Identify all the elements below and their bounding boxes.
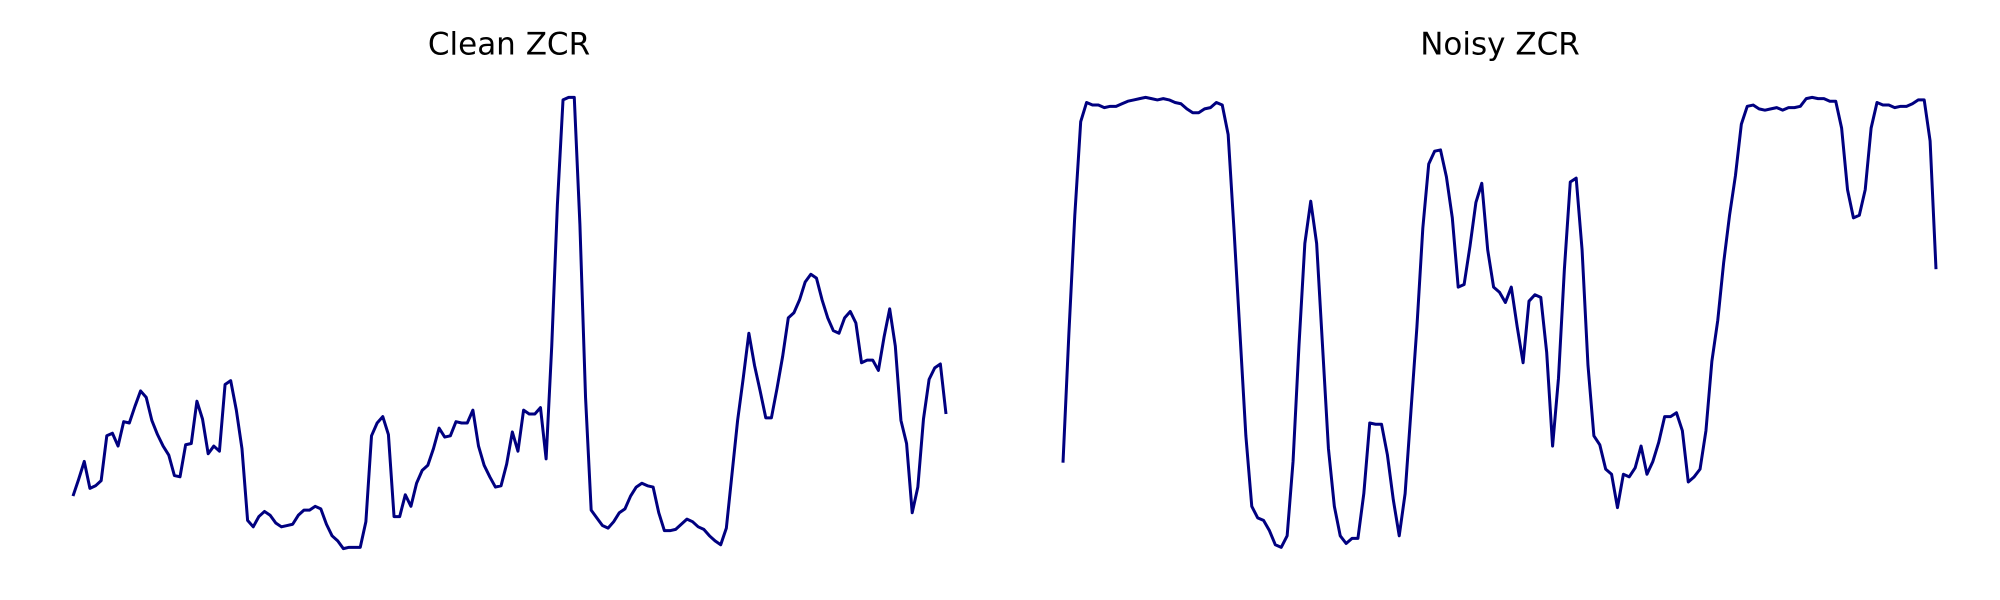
chart-title: Noisy ZCR xyxy=(1420,27,1580,63)
chart-title: Clean ZCR xyxy=(428,27,590,63)
zcr-line xyxy=(1061,95,1938,549)
zcr-line xyxy=(71,95,948,551)
